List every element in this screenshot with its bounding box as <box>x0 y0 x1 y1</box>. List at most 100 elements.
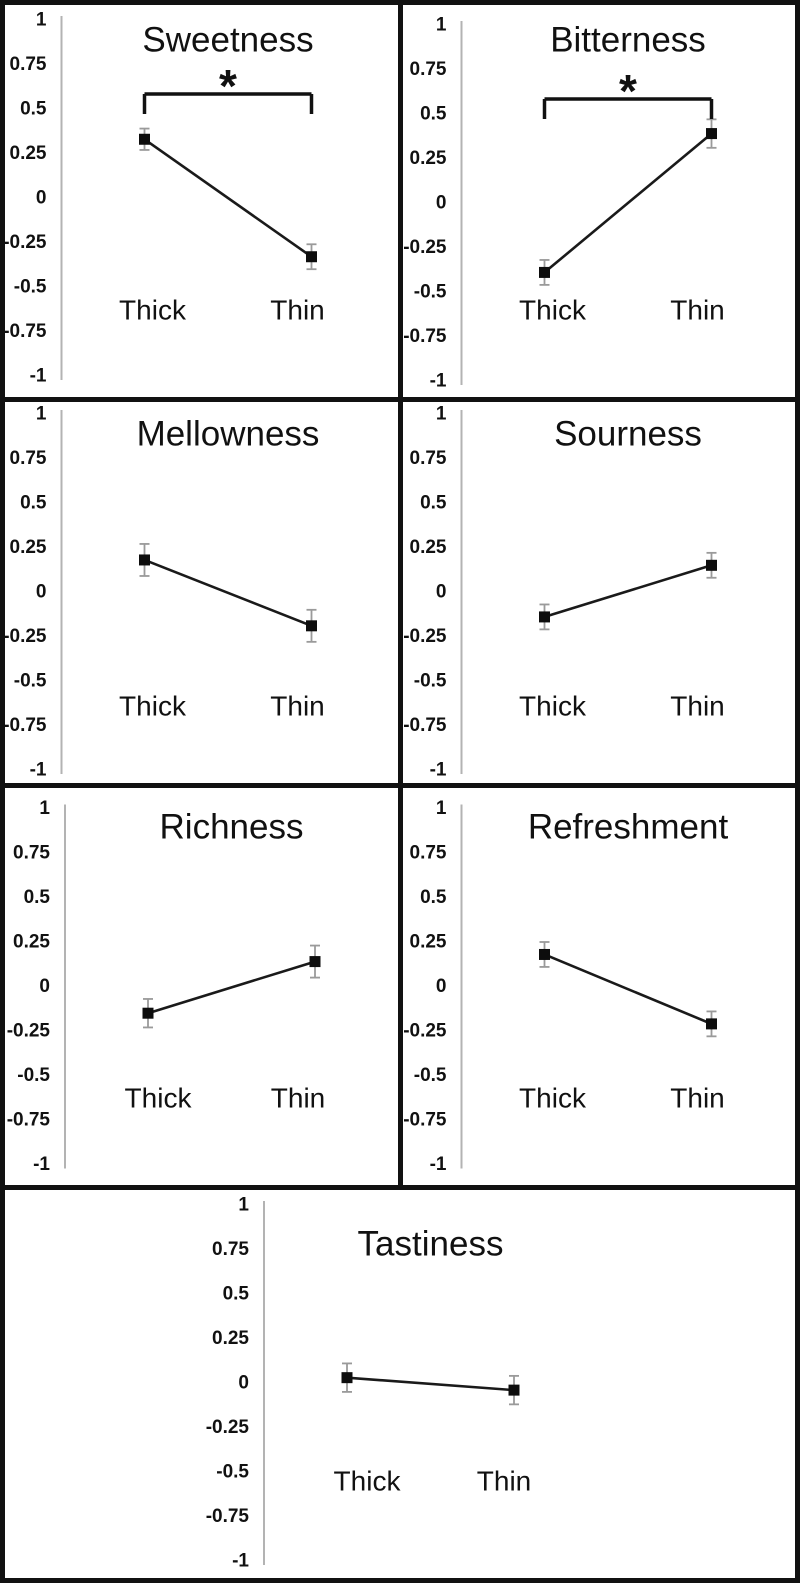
y-tick-label: 0.25 <box>410 148 447 169</box>
data-point-thin <box>706 1018 717 1030</box>
y-tick-label: 0.75 <box>13 843 50 864</box>
data-point-thick <box>142 1007 154 1019</box>
y-tick-label: 0.25 <box>10 143 47 164</box>
y-tick-label: 0 <box>238 1373 249 1394</box>
y-tick-label: 0 <box>36 582 47 603</box>
y-tick-label: -0.25 <box>403 1021 447 1042</box>
data-point-thin <box>508 1384 520 1396</box>
y-tick-label: 1 <box>436 15 447 36</box>
y-tick-label: -0.5 <box>216 1462 249 1483</box>
y-tick-label: -1 <box>30 366 47 387</box>
y-tick-label: 0 <box>436 193 447 214</box>
y-tick-label: -0.25 <box>3 232 47 253</box>
y-tick-label: 1 <box>39 798 50 819</box>
panel-mellowness: 1 0.75 0.5 0.25 0 -0.25 -0.5 -0.75 -1 Mellowness T… <box>3 404 325 781</box>
y-tick-label: 0.5 <box>24 887 51 908</box>
y-tick-label: -0.25 <box>403 237 447 258</box>
y-tick-label: 0 <box>39 976 50 997</box>
y-tick-label: 1 <box>36 10 47 31</box>
condition-label-thick: Thick <box>519 691 587 722</box>
y-tick-label: -0.75 <box>3 321 47 342</box>
y-tick-label: -0.75 <box>403 326 447 347</box>
data-point-thin <box>309 956 321 968</box>
data-point-thick <box>139 554 150 566</box>
data-point-thin <box>306 251 317 263</box>
y-tick-label: -1 <box>30 760 47 781</box>
condition-label-thick: Thick <box>519 295 587 326</box>
y-tick-label: -0.5 <box>14 671 47 692</box>
condition-label-thin: Thin <box>670 691 724 722</box>
y-tick-label: 0 <box>436 976 447 997</box>
y-tick-label: -0.25 <box>403 626 447 647</box>
y-tick-label: 0.5 <box>20 99 47 120</box>
y-tick-label: 0.5 <box>223 1284 250 1305</box>
y-tick-label: 0 <box>436 582 447 603</box>
significance-asterisk: * <box>619 65 637 117</box>
condition-label-thin: Thin <box>270 295 324 326</box>
y-tick-label: -1 <box>232 1551 249 1572</box>
y-tick-label: 0.25 <box>212 1328 249 1349</box>
y-tick-label: 0.5 <box>420 104 447 125</box>
y-tick-label: 0.5 <box>20 493 47 514</box>
panel-sweetness: 1 0.75 0.5 0.25 0 -0.25 -0.5 -0.75 -1 Sweetness Th… <box>3 10 325 387</box>
condition-label-thick: Thick <box>119 691 187 722</box>
data-point-thick <box>539 266 550 278</box>
panel-bitterness: 1 0.75 0.5 0.25 0 -0.25 -0.5 -0.75 -1 Bitterness T… <box>403 15 725 392</box>
condition-label-thin: Thin <box>477 1466 531 1497</box>
y-tick-label: 0.25 <box>410 932 447 953</box>
panel-refreshment: 1 0.75 0.5 0.25 0 -0.25 -0.5 -0.75 -1 Refreshment… <box>403 798 728 1175</box>
y-tick-label: 0.5 <box>420 493 447 514</box>
significance-bracket: * <box>142 60 314 114</box>
data-line <box>143 138 313 258</box>
condition-label-thick: Thick <box>119 295 187 326</box>
y-tick-label: -0.25 <box>206 1417 250 1438</box>
panel-title-mellowness: Mellowness <box>137 415 320 454</box>
y-tick-label: 0 <box>36 188 47 209</box>
y-tick-label: 0.75 <box>410 59 447 80</box>
panel-sourness: 1 0.75 0.5 0.25 0 -0.25 -0.5 -0.75 -1 Sourness Thi… <box>403 404 725 781</box>
data-point-thin <box>706 128 717 140</box>
y-tick-label: 0.75 <box>10 54 47 75</box>
y-tick-label: 0.25 <box>13 932 50 953</box>
y-tick-label: -0.75 <box>7 1110 51 1131</box>
significance-bracket: * <box>542 65 714 119</box>
y-tick-label: 1 <box>36 404 47 425</box>
condition-label-thin: Thin <box>670 1083 724 1114</box>
y-tick-label: -0.5 <box>414 1065 447 1086</box>
y-tick-label: -0.25 <box>7 1021 51 1042</box>
y-tick-label: 1 <box>436 798 447 819</box>
y-tick-label: 0.5 <box>420 887 447 908</box>
data-line <box>346 1376 515 1392</box>
y-tick-label: 0.75 <box>212 1239 249 1260</box>
panel-title-sweetness: Sweetness <box>142 21 313 60</box>
y-tick-label: -0.5 <box>17 1065 50 1086</box>
y-tick-label: -0.5 <box>414 671 447 692</box>
y-tick-label: -1 <box>430 760 447 781</box>
y-tick-label: -1 <box>33 1154 50 1175</box>
y-tick-label: -1 <box>430 371 447 392</box>
data-point-thick <box>539 611 550 623</box>
data-line <box>144 558 312 628</box>
condition-label-thin: Thin <box>270 691 324 722</box>
y-tick-label: -0.5 <box>414 282 447 303</box>
data-point-thin <box>306 620 317 632</box>
y-tick-label: 0.25 <box>410 537 447 558</box>
data-line <box>544 953 712 1026</box>
y-tick-label: -0.75 <box>403 1110 447 1131</box>
condition-label-thick: Thick <box>519 1083 587 1114</box>
panel-title-richness: Richness <box>160 808 304 847</box>
data-point-thick <box>539 948 550 960</box>
y-tick-label: 1 <box>436 404 447 425</box>
panel-title-refreshment: Refreshment <box>528 808 729 847</box>
panel-title-bitterness: Bitterness <box>550 21 706 60</box>
panel-title-sourness: Sourness <box>554 415 702 454</box>
panel-title-tastiness: Tastiness <box>358 1225 504 1264</box>
data-line <box>544 564 712 619</box>
y-tick-label: 0.75 <box>410 843 447 864</box>
y-tick-label: -0.75 <box>206 1506 250 1527</box>
significance-asterisk: * <box>219 60 237 112</box>
data-line <box>147 960 316 1015</box>
y-tick-label: -0.25 <box>3 626 47 647</box>
y-tick-label: -1 <box>430 1154 447 1175</box>
